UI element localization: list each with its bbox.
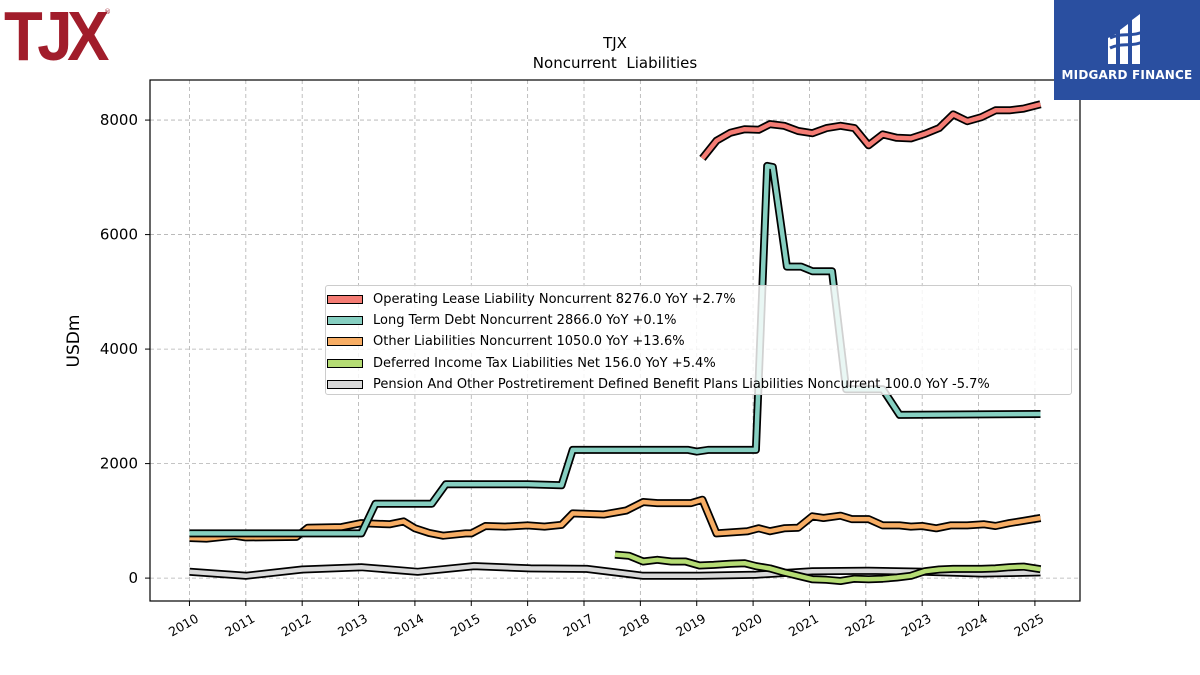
tjx-logo: TJX ® xyxy=(4,0,116,75)
legend-item: Operating Lease Liability Noncurrent 827… xyxy=(326,289,1071,310)
y-tick-label: 0 xyxy=(128,569,138,587)
x-tick-label: 2014 xyxy=(391,611,426,640)
legend-item: Pension And Other Postretirement Defined… xyxy=(326,374,1071,395)
series-line-4 xyxy=(189,563,1041,579)
legend-label: Pension And Other Postretirement Defined… xyxy=(373,376,990,392)
legend-swatch xyxy=(327,358,363,368)
y-tick-label: 8000 xyxy=(100,111,138,129)
tjx-logo-text: TJX xyxy=(4,2,110,68)
legend-item: Deferred Income Tax Liabilities Net 156.… xyxy=(326,353,1071,374)
legend-label: Operating Lease Liability Noncurrent 827… xyxy=(373,292,736,308)
plot-frame xyxy=(149,79,1081,602)
midgard-finance-text: MIDGARD FINANCE xyxy=(1061,68,1193,82)
x-tick-label: 2017 xyxy=(560,611,595,640)
x-tick-label: 2010 xyxy=(166,611,201,640)
midgard-mark-icon xyxy=(1108,14,1147,64)
legend-swatch xyxy=(327,337,363,347)
chart-subtitle: Noncurrent Liabilities xyxy=(533,54,698,72)
series-line-1 xyxy=(189,163,1041,536)
chart-title: TJX xyxy=(602,34,627,52)
y-axis-label: USDm xyxy=(64,315,84,368)
legend-label: Other Liabilities Noncurrent 1050.0 YoY … xyxy=(373,334,685,350)
y-tick-label: 4000 xyxy=(100,340,138,358)
y-tick-label: 6000 xyxy=(100,226,138,244)
legend-swatch xyxy=(327,316,363,326)
x-tick-label: 2012 xyxy=(279,611,314,640)
y-tick-label: 2000 xyxy=(100,455,138,473)
x-tick-label: 2013 xyxy=(335,611,370,640)
series-line-0 xyxy=(700,102,1042,160)
legend-swatch xyxy=(327,379,363,389)
midgard-finance-logo: MIDGARD FINANCE xyxy=(1054,0,1200,100)
x-tick-label: 2021 xyxy=(786,611,821,640)
x-tick-label: 2015 xyxy=(448,611,483,640)
chart-legend: Operating Lease Liability Noncurrent 827… xyxy=(325,285,1072,395)
x-tick-label: 2018 xyxy=(617,611,652,640)
x-tick-label: 2020 xyxy=(730,611,765,640)
x-tick-label: 2023 xyxy=(899,611,934,640)
series-lines xyxy=(189,100,1042,585)
legend-swatch xyxy=(327,295,363,305)
svg-text:®: ® xyxy=(104,8,111,16)
x-tick-label: 2016 xyxy=(504,611,539,640)
series-line-2 xyxy=(189,497,1041,541)
legend-item: Other Liabilities Noncurrent 1050.0 YoY … xyxy=(326,331,1071,352)
series-line-3 xyxy=(614,552,1041,584)
x-tick-label: 2024 xyxy=(955,611,990,640)
x-tick-label: 2019 xyxy=(673,611,708,640)
legend-label: Deferred Income Tax Liabilities Net 156.… xyxy=(373,355,716,371)
x-tick-label: 2025 xyxy=(1011,611,1046,640)
legend-item: Long Term Debt Noncurrent 2866.0 YoY +0.… xyxy=(326,310,1071,331)
legend-label: Long Term Debt Noncurrent 2866.0 YoY +0.… xyxy=(373,313,677,329)
x-tick-label: 2022 xyxy=(842,611,877,640)
x-tick-label: 2011 xyxy=(222,611,257,640)
